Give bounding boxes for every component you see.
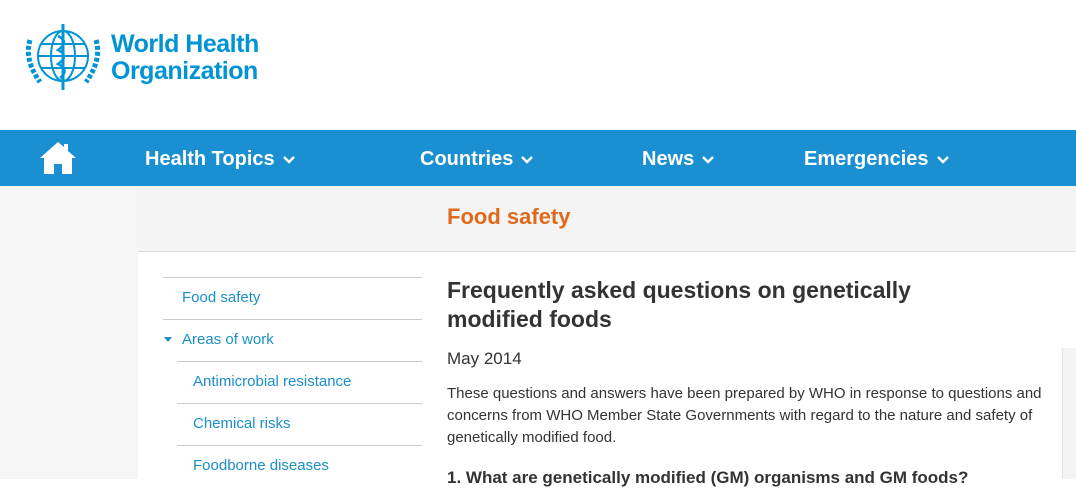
chevron xyxy=(702,155,715,164)
section-title: Food safety xyxy=(447,204,571,229)
nav-label: Health Topics xyxy=(145,148,275,170)
logo-line: World Health xyxy=(111,30,259,58)
nav-item[interactable]: Emergencies xyxy=(804,130,949,186)
sidebar-divider xyxy=(163,319,422,320)
chevron xyxy=(936,155,949,164)
chevron xyxy=(282,155,295,164)
sidebar-link[interactable]: Antimicrobial resistance xyxy=(193,373,352,390)
title-band xyxy=(138,186,1076,252)
sidebar-divider xyxy=(177,361,422,362)
nav-item[interactable]: Health Topics xyxy=(145,130,295,186)
article-intro: These questions and answers have been pr… xyxy=(447,385,1042,446)
article-heading: 1. What are genetically modified (GM) or… xyxy=(447,468,969,487)
sidebar-divider xyxy=(163,277,422,278)
expand-arrow xyxy=(164,337,172,342)
article-title: Frequently asked questions on geneticall… xyxy=(447,277,911,332)
article-date: May 2014 xyxy=(447,349,522,368)
side-panel xyxy=(1062,348,1076,479)
who-emblem[interactable] xyxy=(22,20,104,94)
nav-label: News xyxy=(642,148,695,170)
nav-label: Emergencies xyxy=(804,148,929,170)
nav-item[interactable]: News xyxy=(642,130,715,186)
sidebar-link[interactable]: Areas of work xyxy=(182,331,274,348)
sidebar-link[interactable]: Chemical risks xyxy=(193,415,291,432)
chevron xyxy=(521,155,534,164)
sidebar-divider xyxy=(177,445,422,446)
home-icon[interactable] xyxy=(38,140,78,176)
sidebar-link[interactable]: Foodborne diseases xyxy=(193,457,329,474)
nav-item[interactable]: Countries xyxy=(420,130,534,186)
nav-bar: Health Topics Countries News Emergencies xyxy=(0,130,1076,186)
sidebar-link[interactable]: Food safety xyxy=(182,289,261,306)
nav-label: Countries xyxy=(420,148,514,170)
left-margin xyxy=(0,186,138,479)
logo-line: Organization xyxy=(111,57,258,85)
logo-text[interactable]: World Health Organization xyxy=(111,31,259,85)
sidebar-divider xyxy=(177,403,422,404)
